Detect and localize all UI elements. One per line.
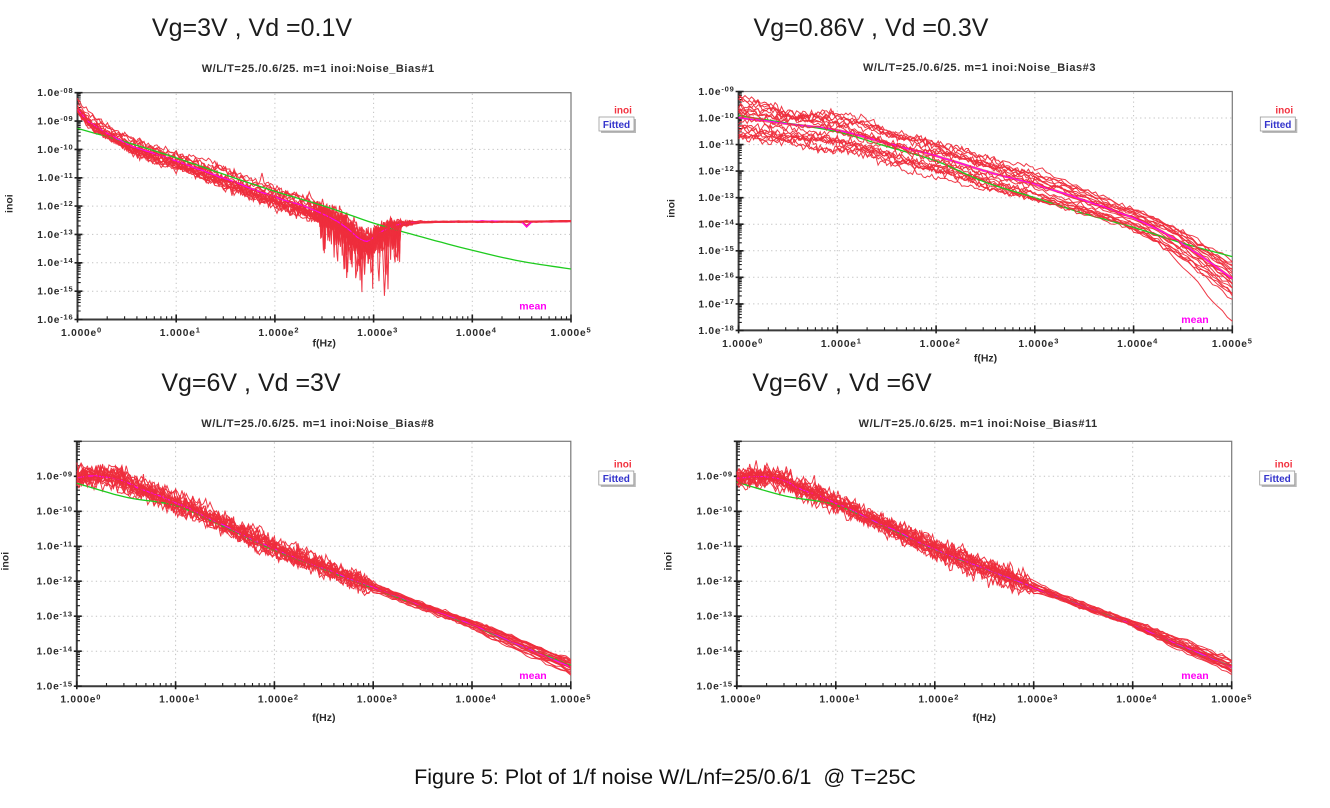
svg-text:1.000e0: 1.000e0 xyxy=(720,692,761,705)
svg-text:Vg=3V , Vd =0.1V: Vg=3V , Vd =0.1V xyxy=(152,14,352,42)
svg-text:W/L/T=25./0.6/25. m=1 inoi:No: W/L/T=25./0.6/25. m=1 inoi:Noise_Bias#11 xyxy=(859,418,1098,430)
svg-text:1.000e1: 1.000e1 xyxy=(821,337,862,350)
svg-text:1.000e2: 1.000e2 xyxy=(258,692,299,705)
svg-text:1.000e1: 1.000e1 xyxy=(160,326,201,339)
svg-text:mean: mean xyxy=(1181,314,1208,326)
svg-text:1.000e4: 1.000e4 xyxy=(1117,337,1158,350)
svg-text:f(Hz): f(Hz) xyxy=(312,712,335,724)
svg-text:inoi: inoi xyxy=(1275,460,1293,471)
svg-text:1.000e5: 1.000e5 xyxy=(1211,692,1252,705)
svg-text:Fitted: Fitted xyxy=(1264,120,1291,131)
svg-text:1.000e3: 1.000e3 xyxy=(1017,692,1058,705)
svg-text:1.000e5: 1.000e5 xyxy=(1212,337,1253,350)
svg-text:Fitted: Fitted xyxy=(603,120,630,131)
svg-text:1.000e2: 1.000e2 xyxy=(918,692,959,705)
svg-text:mean: mean xyxy=(519,670,546,682)
svg-text:1.000e0: 1.000e0 xyxy=(722,337,763,350)
svg-text:f(Hz): f(Hz) xyxy=(313,338,336,350)
svg-text:1.000e1: 1.000e1 xyxy=(819,692,860,705)
svg-text:Vg=0.86V , Vd =0.3V: Vg=0.86V , Vd =0.3V xyxy=(754,14,989,42)
svg-text:inoi: inoi xyxy=(614,106,632,117)
svg-text:1.000e0: 1.000e0 xyxy=(60,692,101,705)
svg-text:1.000e2: 1.000e2 xyxy=(258,326,299,339)
svg-text:1.000e3: 1.000e3 xyxy=(357,692,398,705)
svg-text:inoi: inoi xyxy=(1275,106,1293,117)
svg-text:Fitted: Fitted xyxy=(1264,474,1291,485)
svg-text:1.000e4: 1.000e4 xyxy=(1116,692,1157,705)
svg-text:f(Hz): f(Hz) xyxy=(974,352,997,364)
svg-text:1.000e0: 1.000e0 xyxy=(61,326,102,339)
svg-text:Figure 5: Plot of 1/f noise W/: Figure 5: Plot of 1/f noise W/L/nf=25/0.… xyxy=(414,765,916,789)
svg-text:inoi: inoi xyxy=(0,552,12,571)
svg-text:1.000e2: 1.000e2 xyxy=(920,337,961,350)
svg-text:inoi: inoi xyxy=(663,552,675,571)
svg-text:W/L/T=25./0.6/25. m=1 inoi:No: W/L/T=25./0.6/25. m=1 inoi:Noise_Bias#1 xyxy=(202,63,435,75)
svg-text:mean: mean xyxy=(519,301,546,313)
svg-text:1.000e5: 1.000e5 xyxy=(550,692,591,705)
svg-text:1.000e1: 1.000e1 xyxy=(159,692,200,705)
svg-text:1.000e4: 1.000e4 xyxy=(456,692,497,705)
svg-text:Vg=6V , Vd =6V: Vg=6V , Vd =6V xyxy=(752,369,932,397)
svg-text:1.000e4: 1.000e4 xyxy=(456,326,497,339)
svg-text:mean: mean xyxy=(1181,670,1208,682)
svg-text:1.000e5: 1.000e5 xyxy=(551,326,592,339)
svg-text:1.000e3: 1.000e3 xyxy=(357,326,398,339)
svg-text:W/L/T=25./0.6/25. m=1 inoi:No: W/L/T=25./0.6/25. m=1 inoi:Noise_Bias#3 xyxy=(863,62,1096,74)
svg-text:W/L/T=25./0.6/25. m=1 inoi:No: W/L/T=25./0.6/25. m=1 inoi:Noise_Bias#8 xyxy=(201,418,434,430)
svg-text:inoi: inoi xyxy=(666,199,678,218)
svg-text:Fitted: Fitted xyxy=(603,474,630,485)
svg-text:1.000e3: 1.000e3 xyxy=(1018,337,1059,350)
svg-text:inoi: inoi xyxy=(4,194,16,213)
svg-text:f(Hz): f(Hz) xyxy=(973,712,996,724)
svg-text:inoi: inoi xyxy=(614,460,632,471)
svg-text:Vg=6V , Vd =3V: Vg=6V , Vd =3V xyxy=(161,369,341,397)
